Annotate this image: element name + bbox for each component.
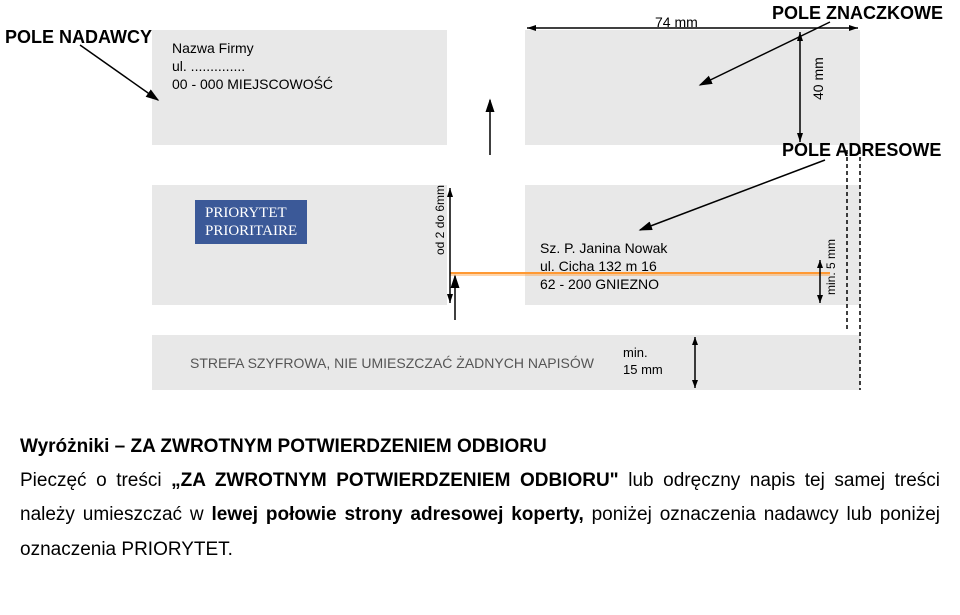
- strefa-label: STREFA SZYFROWA, NIE UMIESZCZAĆ ŻADNYCH …: [190, 355, 594, 371]
- dim-od2do6: od 2 do 6mm: [433, 185, 447, 255]
- para-b: „ZA ZWROTNYM POTWIERDZENIEM ODBIORU": [171, 470, 619, 491]
- dim-min15-a: min.: [623, 345, 648, 360]
- body-title: Wyróżniki – ZA ZWROTNYM POTWIERDZENIEM O…: [20, 430, 940, 464]
- body-text: Wyróżniki – ZA ZWROTNYM POTWIERDZENIEM O…: [20, 430, 940, 567]
- adr-line3: 62 - 200 GNIEZNO: [540, 276, 659, 292]
- para-d: lewej połowie strony adresowej koperty,: [212, 504, 584, 525]
- sender-city: 00 - 000 MIEJSCOWOŚĆ: [172, 76, 333, 92]
- body-paragraph: Pieczęć o treści „ZA ZWROTNYM POTWIERDZE…: [20, 464, 940, 567]
- para-a: Pieczęć o treści: [20, 470, 171, 491]
- priority-box: PRIORYTET PRIORITAIRE: [195, 200, 307, 244]
- adr-line1: Sz. P. Janina Nowak: [540, 240, 667, 256]
- label-pole-adresowe: POLE ADRESOWE: [782, 140, 941, 161]
- label-pole-znaczkowe: POLE ZNACZKOWE: [772, 3, 943, 24]
- envelope-diagram: POLE NADAWCY POLE ZNACZKOWE POLE ADRESOW…: [0, 0, 960, 410]
- dim-min15-b: 15 mm: [623, 362, 663, 377]
- dim-74mm: 74 mm: [655, 14, 698, 30]
- orange-line-2: [450, 274, 830, 276]
- dim-40mm: 40 mm: [810, 57, 826, 100]
- priority-line2: PRIORITAIRE: [205, 222, 297, 240]
- priority-line1: PRIORYTET: [205, 204, 297, 222]
- label-pole-nadawcy: POLE NADAWCY: [5, 27, 152, 48]
- sender-street: ul. ..............: [172, 58, 245, 74]
- dim-min5: min. 5 mm: [824, 239, 838, 295]
- sender-name: Nazwa Firmy: [172, 40, 254, 56]
